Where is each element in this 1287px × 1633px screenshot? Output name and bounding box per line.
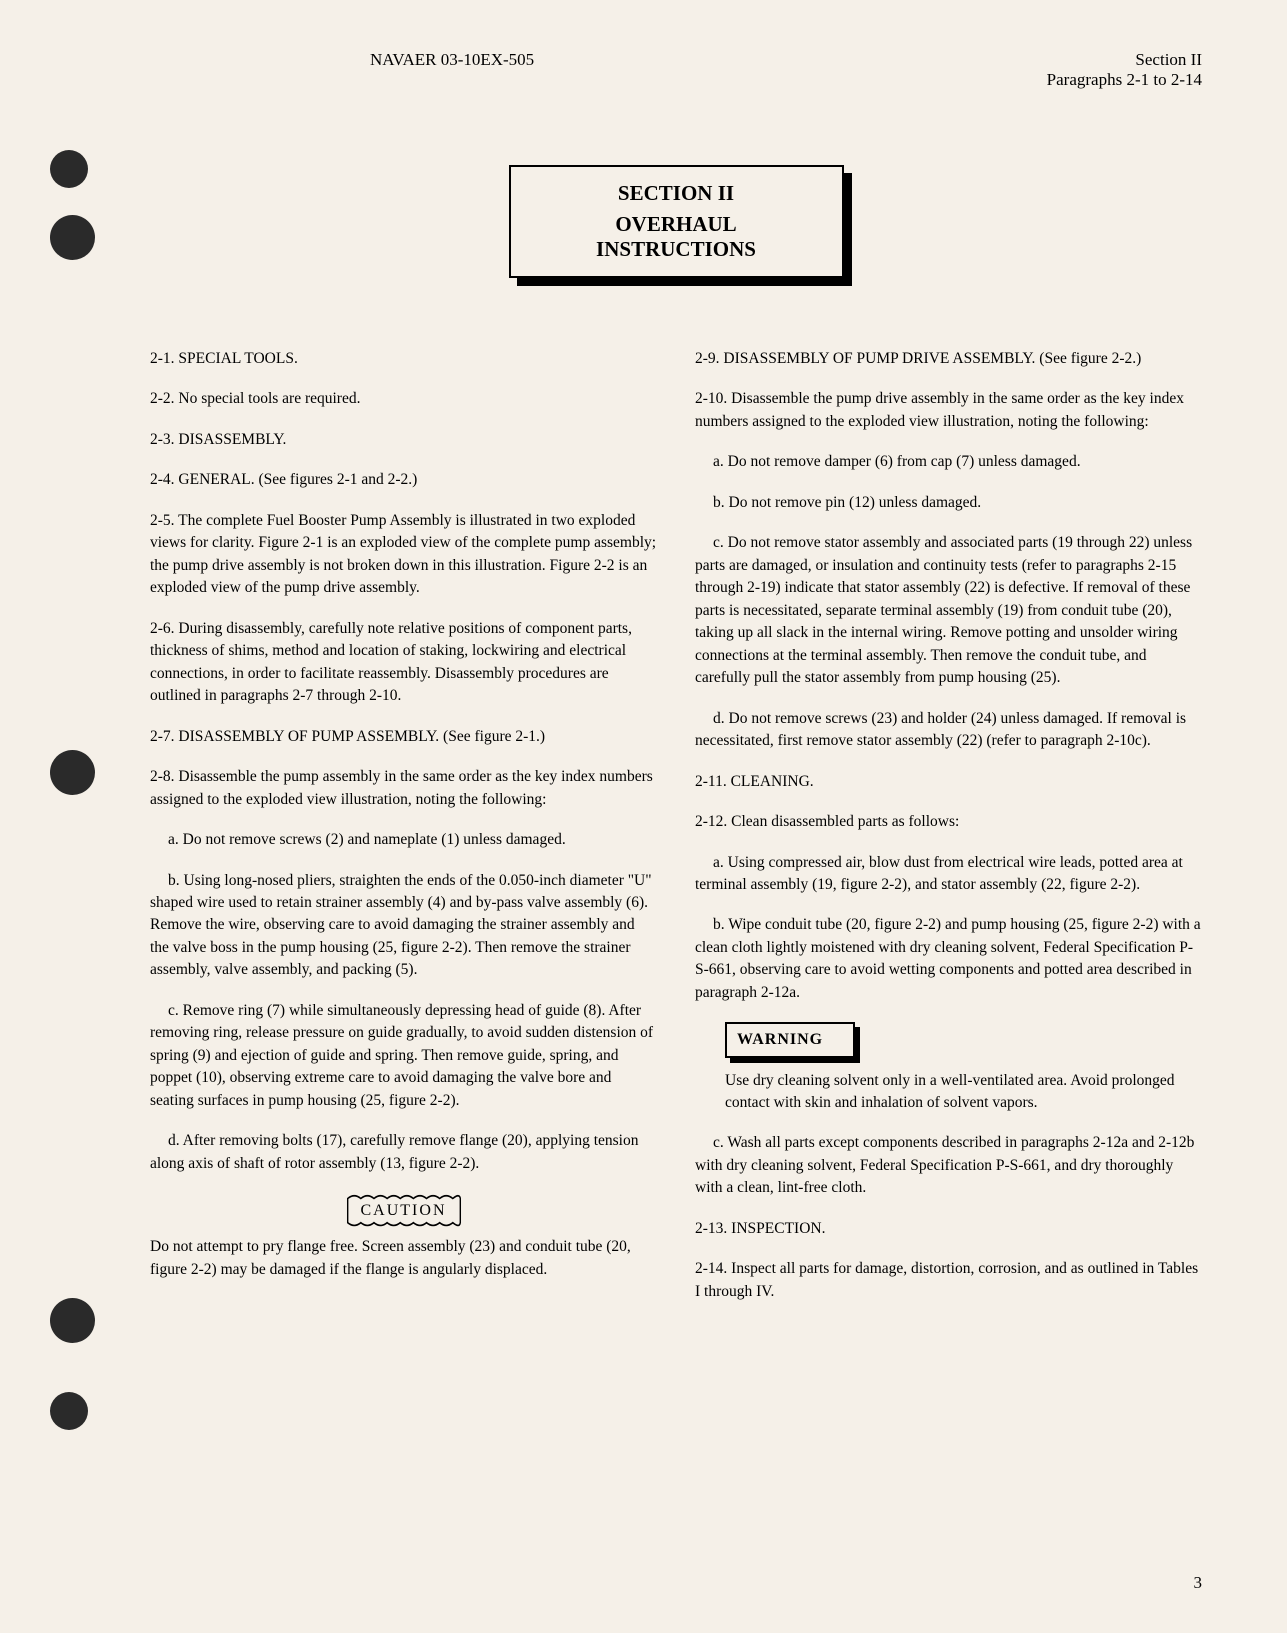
- para-2-12a: a. Using compressed air, blow dust from …: [695, 852, 1202, 897]
- para-2-6: 2-6. During disassembly, carefully note …: [150, 618, 657, 708]
- header-right: Section II Paragraphs 2-1 to 2-14: [1047, 50, 1202, 90]
- right-column: 2-9. DISASSEMBLY OF PUMP DRIVE ASSEMBLY.…: [695, 348, 1202, 1321]
- warning-text: Use dry cleaning solvent only in a well-…: [725, 1070, 1202, 1115]
- punch-hole: [50, 1392, 88, 1430]
- page-header: NAVAER 03-10EX-505 Section II Paragraphs…: [150, 50, 1202, 90]
- para-2-9: 2-9. DISASSEMBLY OF PUMP DRIVE ASSEMBLY.…: [695, 348, 1202, 370]
- caution-text: Do not attempt to pry flange free. Scree…: [150, 1236, 657, 1281]
- para-2-4: 2-4. GENERAL. (See figures 2-1 and 2-2.): [150, 469, 657, 491]
- para-2-2: 2-2. No special tools are required.: [150, 388, 657, 410]
- para-2-10c: c. Do not remove stator assembly and ass…: [695, 532, 1202, 689]
- punch-hole: [50, 750, 95, 795]
- caution-box: CAUTION: [150, 1193, 657, 1228]
- para-2-8c: c. Remove ring (7) while simultaneously …: [150, 1000, 657, 1112]
- para-2-10b: b. Do not remove pin (12) unless damaged…: [695, 492, 1202, 514]
- warning-label: WARNING: [725, 1022, 855, 1057]
- para-2-8a: a. Do not remove screws (2) and nameplat…: [150, 829, 657, 851]
- warning-box: WARNING: [725, 1022, 855, 1057]
- para-2-10a: a. Do not remove damper (6) from cap (7)…: [695, 451, 1202, 473]
- punch-hole: [50, 150, 88, 188]
- para-2-13: 2-13. INSPECTION.: [695, 1218, 1202, 1240]
- para-2-11: 2-11. CLEANING.: [695, 771, 1202, 793]
- para-2-10d: d. Do not remove screws (23) and holder …: [695, 708, 1202, 753]
- section-header-box: SECTION II OVERHAUL INSTRUCTIONS: [509, 165, 844, 278]
- content-columns: 2-1. SPECIAL TOOLS. 2-2. No special tool…: [150, 348, 1202, 1321]
- para-2-8b: b. Using long-nosed pliers, straighten t…: [150, 870, 657, 982]
- doc-number: NAVAER 03-10EX-505: [370, 50, 534, 90]
- paragraph-range: Paragraphs 2-1 to 2-14: [1047, 70, 1202, 90]
- section-subtitle: OVERHAUL INSTRUCTIONS: [539, 212, 814, 262]
- para-2-10: 2-10. Disassemble the pump drive assembl…: [695, 388, 1202, 433]
- para-2-14: 2-14. Inspect all parts for damage, dist…: [695, 1258, 1202, 1303]
- para-2-12c: c. Wash all parts except components desc…: [695, 1132, 1202, 1199]
- page-number: 3: [1194, 1573, 1203, 1593]
- section-title: SECTION II: [539, 181, 814, 206]
- punch-hole: [50, 1298, 95, 1343]
- section-label: Section II: [1047, 50, 1202, 70]
- para-2-7: 2-7. DISASSEMBLY OF PUMP ASSEMBLY. (See …: [150, 726, 657, 748]
- para-2-8d: d. After removing bolts (17), carefully …: [150, 1130, 657, 1175]
- para-2-1: 2-1. SPECIAL TOOLS.: [150, 348, 657, 370]
- left-column: 2-1. SPECIAL TOOLS. 2-2. No special tool…: [150, 348, 657, 1321]
- para-2-3: 2-3. DISASSEMBLY.: [150, 429, 657, 451]
- punch-hole: [50, 215, 95, 260]
- para-2-12b: b. Wipe conduit tube (20, figure 2-2) an…: [695, 914, 1202, 1004]
- para-2-5: 2-5. The complete Fuel Booster Pump Asse…: [150, 510, 657, 600]
- para-2-12: 2-12. Clean disassembled parts as follow…: [695, 811, 1202, 833]
- para-2-8: 2-8. Disassemble the pump assembly in th…: [150, 766, 657, 811]
